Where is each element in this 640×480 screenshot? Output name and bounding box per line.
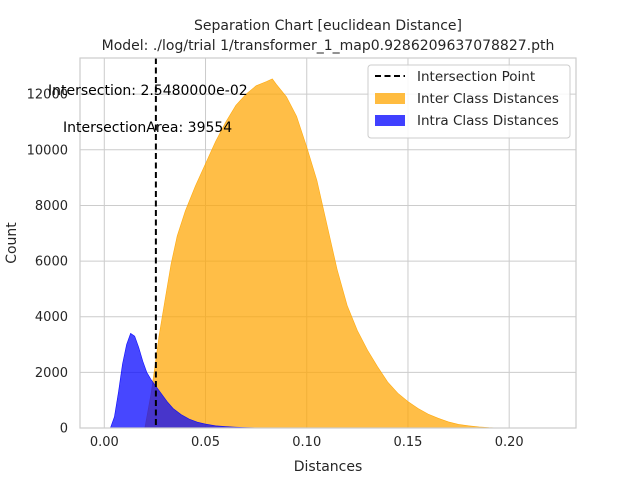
- y-tick-label: 2000: [35, 366, 68, 381]
- tick-labels: 0.00 0.05 0.10 0.15 0.20 0 2000 4000 6000 8000 100…: [27, 88, 524, 450]
- series-layer: [109, 78, 500, 429]
- legend: Intersection Point Inter Class Distances…: [367, 64, 571, 139]
- y-tick-label: 0: [60, 422, 68, 437]
- legend-inter-label: Inter Class Distances: [417, 91, 559, 107]
- intersection-area-annotation: IntersectionArea: 39554: [63, 120, 232, 136]
- x-tick-label: 0.05: [191, 435, 220, 450]
- x-axis-label: Distances: [294, 459, 363, 475]
- legend-box: [367, 64, 571, 139]
- x-tick-label: 0.10: [292, 435, 321, 450]
- x-tick-label: 0.15: [393, 435, 422, 450]
- intersection-annotation: Intersection: 2.5480000e-02: [48, 83, 248, 99]
- series-area-intra-class: [109, 332, 267, 429]
- chart-subtitle: Model: ./log/trial 1/transformer_1_map0.…: [102, 38, 555, 54]
- plot-border: [79, 57, 577, 429]
- plot-frame: [79, 57, 577, 429]
- y-tick-label: 8000: [35, 199, 68, 214]
- y-tick-label: 12000: [27, 88, 68, 103]
- y-axis-label: Count: [4, 222, 20, 264]
- chart-title: Separation Chart [euclidean Distance]: [194, 18, 462, 34]
- x-tick-label: 0.00: [90, 435, 119, 450]
- legend-inter-swatch: [375, 93, 405, 104]
- series-area-inter-class: [144, 78, 500, 429]
- y-tick-label: 10000: [27, 143, 68, 158]
- legend-intersection-label: Intersection Point: [417, 69, 535, 85]
- legend-intra-swatch: [375, 115, 405, 126]
- y-tick-label: 4000: [35, 310, 68, 325]
- y-tick-label: 6000: [35, 255, 68, 270]
- legend-intra-label: Intra Class Distances: [417, 113, 559, 129]
- x-tick-label: 0.20: [495, 435, 524, 450]
